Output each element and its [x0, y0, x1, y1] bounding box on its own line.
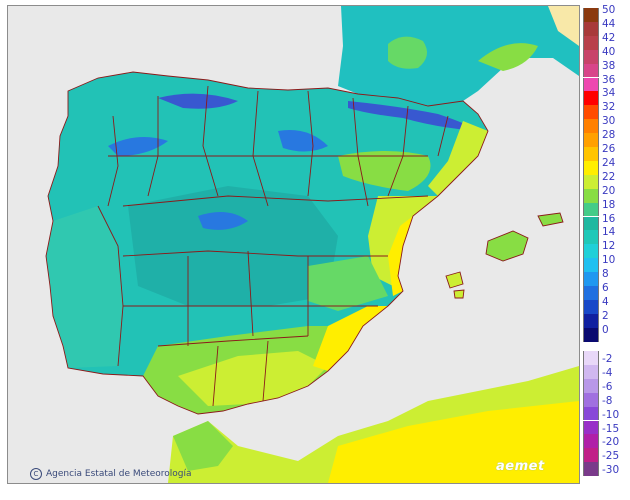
iberian-system-cool [278, 130, 328, 152]
ibiza [446, 272, 463, 288]
formentera [454, 290, 464, 298]
legend-label: -2 [602, 353, 613, 365]
map-canvas [8, 6, 579, 483]
legend-swatch [583, 286, 599, 300]
legend-swatch [583, 313, 599, 328]
legend-label: 44 [602, 17, 616, 30]
legend-swatch [583, 448, 599, 463]
legend-swatch [583, 230, 599, 245]
legend-label: -10 [602, 408, 620, 421]
legend-swatch [583, 462, 599, 477]
legend-swatch [583, 216, 599, 231]
legend-label: -30 [602, 464, 620, 477]
province-borders [45, 71, 489, 415]
southeast-coast-hot [313, 306, 388, 371]
legend-swatch [583, 351, 599, 365]
legend-swatch [583, 174, 599, 189]
cantabrian-cold-band [158, 93, 238, 109]
legend-label: 26 [602, 143, 616, 155]
legend-swatch [583, 327, 599, 342]
legend-swatch [583, 105, 599, 120]
aemet-logo: aemet [496, 459, 545, 474]
legend-label: -8 [602, 394, 613, 407]
legend-swatch [583, 299, 599, 314]
legend-label: 36 [602, 73, 616, 86]
ebro-valley-warm [338, 151, 431, 191]
legend-label: 50 [602, 4, 616, 16]
legend-swatch [583, 392, 599, 407]
legend-label: 18 [602, 198, 616, 211]
temperature-legend: 50 44 42 40 38 36 34 32 30 28 26 24 22 20 18 16 14 12 10 8 6… [583, 4, 628, 486]
valencia-coast-hot [388, 216, 413, 296]
guadalquivir-hot [178, 351, 328, 406]
legend-swatch [583, 258, 599, 273]
legend-swatch [583, 8, 599, 22]
legend-label: 42 [602, 31, 616, 44]
legend-label: 38 [602, 59, 616, 72]
france-region [338, 6, 579, 106]
legend-label: 14 [602, 226, 616, 239]
legend-label: 32 [602, 101, 616, 114]
legend-swatch [583, 272, 599, 286]
legend-swatch [583, 147, 599, 161]
france-green-patch [388, 36, 427, 69]
legend-label: 22 [602, 170, 616, 183]
legend-label: 20 [602, 184, 616, 197]
legend-label: 8 [602, 268, 609, 281]
legend-swatch [583, 49, 599, 64]
legend-swatch [583, 420, 599, 435]
legend-swatch [583, 119, 599, 134]
legend-swatch [583, 133, 599, 147]
legend-label: -20 [602, 436, 620, 449]
legend-label: 10 [602, 254, 616, 267]
menorca [538, 213, 563, 226]
legend-swatch [583, 244, 599, 259]
west-teal-zone [46, 206, 123, 368]
copyright-icon: C [30, 468, 42, 480]
legend-label: 4 [602, 295, 609, 308]
legend-label: 40 [602, 45, 616, 58]
legend-label: -4 [602, 366, 613, 379]
legend-label: 28 [602, 129, 616, 142]
north-africa-mild [173, 421, 233, 471]
central-plateau-zone [128, 186, 338, 306]
legend-swatch [583, 378, 599, 393]
mallorca [486, 231, 528, 261]
temperature-map: C Agencia Estatal de Meteorología aemet [7, 5, 580, 484]
legend-label: 34 [602, 87, 616, 100]
legend-label: -15 [602, 422, 620, 435]
legend-label: 16 [602, 212, 616, 225]
catalonia-coast-warm [428, 121, 488, 196]
pyrenees-cold-band [348, 101, 478, 131]
credit-text: Agencia Estatal de Meteorología [46, 469, 192, 479]
legend-swatch [583, 160, 599, 175]
legend-swatch [583, 202, 599, 217]
north-africa-hot [328, 401, 579, 483]
france-green-patch-east [478, 43, 538, 71]
france-warm-corner [548, 6, 579, 46]
legend-swatch [583, 35, 599, 50]
legend-swatch [583, 406, 599, 421]
legend-swatch [583, 188, 599, 203]
legend-label: 12 [602, 240, 616, 253]
murcia-warm [308, 256, 388, 311]
legend-swatch [583, 63, 599, 78]
legend-swatch [583, 77, 599, 92]
legend-label: 0 [602, 323, 609, 336]
central-system-cool [198, 212, 248, 230]
legend-label: 2 [602, 309, 609, 322]
legend-label: 24 [602, 156, 616, 169]
legend-label: -6 [602, 380, 613, 393]
legend-swatch [583, 364, 599, 379]
legend-swatch [583, 91, 599, 106]
agency-credit: C Agencia Estatal de Meteorología [30, 468, 192, 480]
legend-label: -25 [602, 450, 620, 463]
legend-label: 30 [602, 115, 616, 128]
legend-swatch [583, 434, 599, 449]
north-cool-patch [108, 137, 168, 156]
island-borders [445, 212, 564, 299]
legend-label: 6 [602, 282, 609, 294]
legend-swatch [583, 21, 599, 36]
